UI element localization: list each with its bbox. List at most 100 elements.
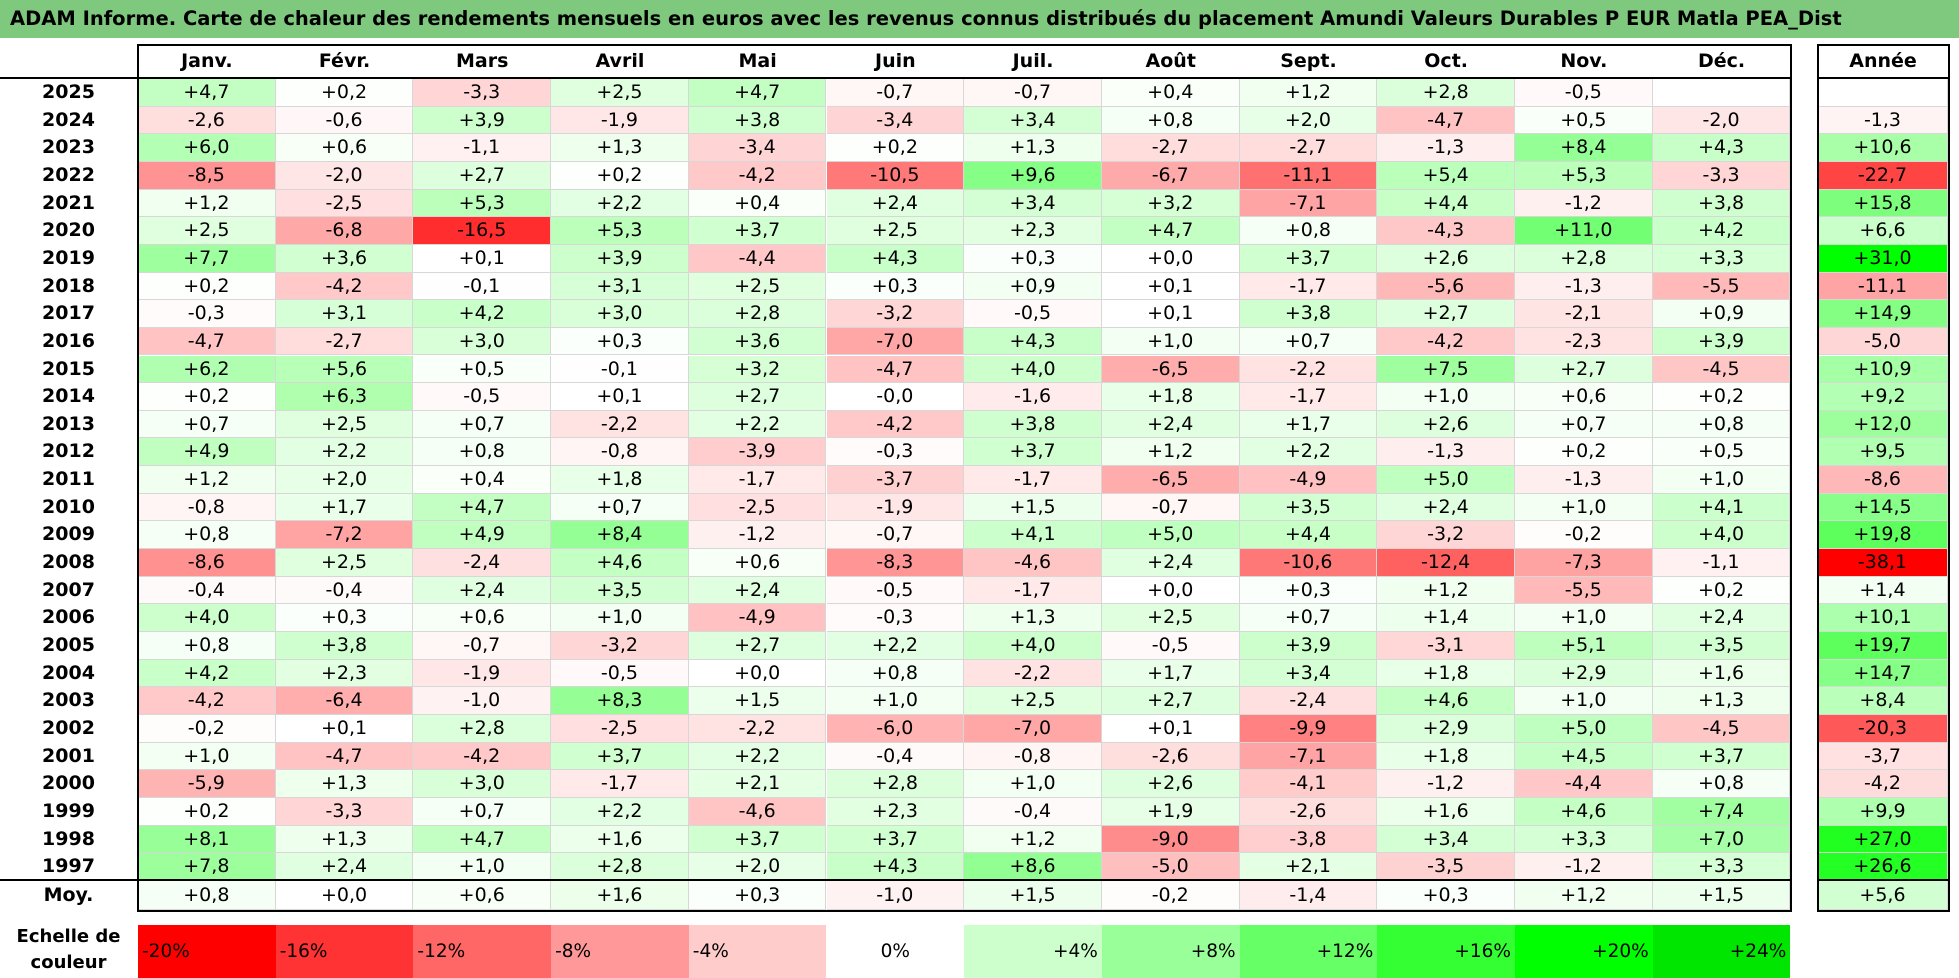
- year-label: 2001: [42, 744, 95, 767]
- heatmap-cell: +4,6: [1377, 687, 1515, 715]
- heatmap-cell: +1,6: [1652, 659, 1791, 688]
- heatmap-cell: +2,8: [1377, 79, 1515, 107]
- year-label: 2023: [42, 136, 95, 159]
- heatmap-cell: -1,2: [1377, 770, 1515, 798]
- scale-swatch: -12%: [413, 925, 552, 978]
- heatmap-cell: -0,4: [138, 576, 276, 605]
- heatmap-cell: -2,2: [551, 410, 689, 439]
- heatmap-cell: -5,5: [1652, 272, 1791, 301]
- heatmap-cell: +2,4: [275, 853, 414, 881]
- heatmap-cell: -3,4: [826, 106, 965, 135]
- annual-cell: +14,5: [1818, 493, 1948, 522]
- heatmap-cell: -1,3: [1377, 134, 1515, 162]
- heatmap-cell: +0,2: [1652, 576, 1791, 605]
- heatmap-cell: +0,6: [1515, 383, 1653, 411]
- heatmap-cell: +2,3: [826, 797, 965, 826]
- heatmap-cell: +1,3: [275, 770, 414, 798]
- heatmap-cell: +2,4: [1652, 604, 1791, 632]
- heatmap-cell: +3,9: [413, 106, 552, 135]
- heatmap-cell: -1,1: [413, 134, 552, 162]
- heatmap-cell: -8,3: [826, 549, 965, 577]
- heatmap-cell: -8,6: [138, 549, 276, 577]
- average-cell: +1,5: [964, 881, 1102, 910]
- heatmap-cell: +3,4: [1239, 659, 1378, 688]
- heatmap-cell: -2,2: [964, 659, 1102, 688]
- heatmap-cell: -0,8: [138, 493, 276, 522]
- heatmap-cell: -2,2: [688, 714, 827, 743]
- heatmap-cell: -0,7: [826, 79, 965, 107]
- heatmap-cell: -0,8: [551, 438, 689, 467]
- heatmap-cell: +4,4: [1239, 521, 1378, 550]
- month-header: Avril: [595, 50, 645, 72]
- heatmap-cell: -3,8: [1239, 825, 1378, 854]
- heatmap-cell: +1,0: [964, 770, 1102, 798]
- heatmap-cell: -4,9: [688, 604, 827, 632]
- heatmap-cell: +0,2: [275, 79, 414, 107]
- heatmap-cell: +0,9: [964, 272, 1102, 301]
- heatmap-cell: +0,2: [1652, 383, 1791, 411]
- heatmap-cell: -0,5: [551, 659, 689, 688]
- year-label: 2007: [42, 578, 95, 601]
- heatmap-cell: -2,3: [1515, 327, 1653, 356]
- heatmap-cell: +0,7: [413, 410, 552, 439]
- heatmap-cell: -1,2: [688, 521, 827, 550]
- heatmap-cell: +2,0: [275, 466, 414, 494]
- heatmap-cell: +4,0: [138, 604, 276, 632]
- heatmap-cell: +7,4: [1652, 797, 1791, 826]
- heatmap-cell: -0,1: [413, 272, 552, 301]
- heatmap-cell: +3,5: [551, 576, 689, 605]
- heatmap-cell: +1,7: [1101, 659, 1240, 688]
- heatmap-cell: +2,4: [1101, 549, 1240, 577]
- heatmap-cell: -3,3: [413, 79, 552, 107]
- heatmap-cell: -3,2: [826, 300, 965, 328]
- heatmap-cell: -1,2: [1515, 853, 1653, 881]
- annual-cell: +27,0: [1818, 825, 1948, 854]
- heatmap-cell: +4,2: [1652, 217, 1791, 245]
- annual-cell: -22,7: [1818, 161, 1948, 190]
- year-label: 2004: [42, 661, 95, 684]
- heatmap-cell: +1,2: [964, 825, 1102, 854]
- heatmap-cell: +2,4: [826, 189, 965, 218]
- heatmap-cell: +2,8: [413, 714, 552, 743]
- heatmap-cell: +0,3: [1239, 576, 1378, 605]
- heatmap-cell: +0,6: [688, 549, 827, 577]
- heatmap-cell: +2,2: [551, 797, 689, 826]
- heatmap-cell: +0,7: [1515, 410, 1653, 439]
- heatmap-cell: +0,8: [138, 521, 276, 550]
- month-header: Déc.: [1697, 50, 1746, 72]
- heatmap-cell: +4,2: [138, 659, 276, 688]
- heatmap-cell: +1,3: [1652, 687, 1791, 715]
- heatmap-cell: -1,7: [964, 576, 1102, 605]
- heatmap-cell: +1,6: [1377, 797, 1515, 826]
- heatmap-cell: +5,3: [1515, 161, 1653, 190]
- heatmap-cell: +0,3: [826, 272, 965, 301]
- heatmap-cell: -4,7: [275, 742, 414, 771]
- month-header: Oct.: [1424, 50, 1468, 72]
- year-label: 2008: [42, 551, 95, 574]
- heatmap-cell: +1,0: [551, 604, 689, 632]
- heatmap-cell: +0,0: [688, 659, 827, 688]
- heatmap-cell: +0,1: [1101, 714, 1240, 743]
- heatmap-cell: -2,2: [1239, 355, 1378, 384]
- heatmap-cell: +1,2: [1101, 438, 1240, 467]
- heatmap-cell: -4,3: [1377, 217, 1515, 245]
- heatmap-cell: +2,5: [551, 79, 689, 107]
- annual-cell: +1,4: [1818, 576, 1948, 605]
- heatmap-cell: -0,5: [1515, 79, 1653, 107]
- heatmap-cell: +0,0: [1101, 576, 1240, 605]
- heatmap-cell: +5,0: [1101, 521, 1240, 550]
- annual-cell: +8,4: [1818, 687, 1948, 715]
- annual-cell: +10,9: [1818, 355, 1948, 384]
- heatmap-cell: +9,6: [964, 161, 1102, 190]
- month-header: Juin: [875, 50, 916, 72]
- heatmap-cell: -0,7: [1101, 493, 1240, 522]
- heatmap-cell: +4,7: [1101, 217, 1240, 245]
- heatmap-cell: -0,5: [826, 576, 965, 605]
- year-label: 2016: [42, 329, 95, 352]
- average-cell: +0,6: [413, 881, 552, 910]
- heatmap-cell: +0,8: [138, 632, 276, 660]
- heatmap-cell: +0,5: [1652, 438, 1791, 467]
- year-average-rule: [0, 879, 137, 881]
- scale-swatch: 0%: [826, 925, 965, 978]
- month-header: Févr.: [318, 50, 371, 72]
